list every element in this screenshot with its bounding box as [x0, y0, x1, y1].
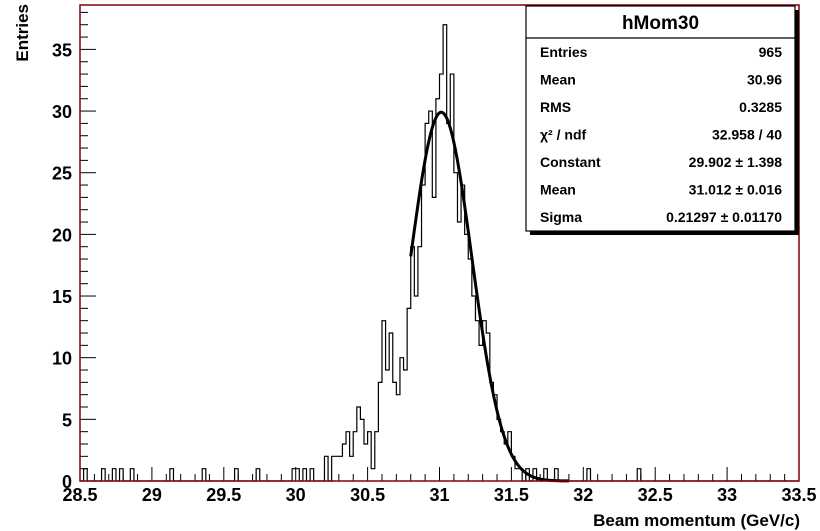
stats-title: hMom30	[622, 13, 699, 34]
y-tick-label: 0	[62, 472, 72, 492]
y-tick-label: 10	[52, 349, 72, 369]
stats-row-label: Mean	[540, 71, 576, 87]
x-tick-label: 31	[429, 485, 449, 505]
stats-row-label: RMS	[540, 99, 571, 115]
stats-box: hMom30 Entries 965 Mean 30.96 RMS 0.3285 χ² / n…	[525, 5, 799, 235]
x-tick-label: 29.5	[206, 485, 241, 505]
stats-row-value: 0.21297 ± 0.01170	[666, 209, 782, 225]
stats-row-label: Sigma	[540, 209, 582, 225]
x-tick-labels: 28.5 29 29.5 30 30.5 31 31.5 32 32.5 33 33.5	[62, 485, 816, 505]
stats-row-value: 30.96	[747, 71, 782, 87]
x-tick-label: 33.5	[781, 485, 816, 505]
stats-row-label: Mean	[540, 182, 576, 198]
plot-frame	[79, 4, 800, 482]
gaussian-fit-curve	[409, 110, 569, 483]
x-tick-label: 31.5	[494, 485, 529, 505]
stats-row-value: 29.902 ± 1.398	[689, 154, 783, 170]
y-tick-label: 30	[52, 102, 72, 122]
stats-row-label: χ² / ndf	[540, 127, 586, 143]
y-tick-label: 25	[52, 164, 72, 184]
y-tick-label: 20	[52, 225, 72, 245]
x-tick-label: 32	[573, 485, 593, 505]
stats-row-label: Constant	[540, 154, 601, 170]
y-tick-label: 5	[62, 410, 72, 430]
x-tick-label: 33	[717, 485, 737, 505]
y-axis-title: Entries	[13, 4, 32, 62]
stats-row-value: 0.3285	[739, 99, 782, 115]
y-tick-label: 35	[52, 40, 72, 60]
x-tick-label: 28.5	[62, 485, 97, 505]
x-tick-label: 30	[286, 485, 306, 505]
x-axis-title: Beam momentum (GeV/c)	[593, 511, 800, 530]
x-tick-label: 30.5	[350, 485, 385, 505]
stats-box-frame	[525, 5, 796, 232]
stats-row-value: 31.012 ± 0.016	[689, 182, 783, 198]
y-tick-label: 15	[52, 287, 72, 307]
stats-row-label: Entries	[540, 44, 588, 60]
stats-row-value: 965	[759, 44, 783, 60]
y-tick-labels: 0 5 10 15 20 25 30 35	[52, 40, 72, 492]
stats-row-value: 32.958 / 40	[712, 127, 782, 143]
x-tick-label: 32.5	[638, 485, 673, 505]
x-tick-label: 29	[142, 485, 162, 505]
